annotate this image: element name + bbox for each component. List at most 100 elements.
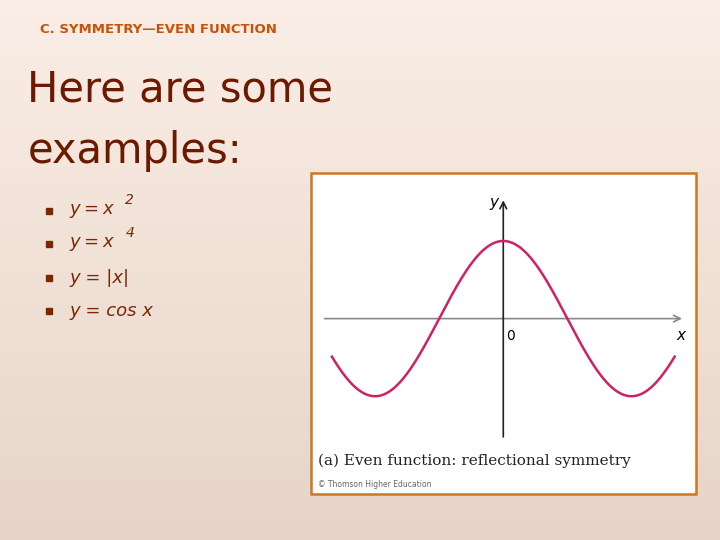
Bar [0,38,720,43]
Bar [0,248,720,254]
Bar [0,491,720,497]
Bar [0,216,720,221]
Bar [0,421,720,427]
Bar [0,308,720,313]
Bar [0,286,720,292]
Bar [0,232,720,238]
Bar [0,59,720,65]
Bar [0,113,720,119]
Bar [0,27,720,32]
Bar [0,281,720,286]
Bar [0,167,720,173]
Bar [0,184,720,189]
Bar [0,81,720,86]
Bar [0,373,720,378]
Bar [0,270,720,275]
Bar [0,432,720,437]
Bar [0,227,720,232]
Bar [0,205,720,211]
Bar [0,437,720,443]
Text: x: x [676,328,685,343]
Bar [0,524,720,529]
Bar [0,356,720,362]
Bar [0,140,720,146]
Bar [0,108,720,113]
Bar [0,97,720,103]
Bar [0,448,720,454]
Bar [0,221,720,227]
Bar [0,135,720,140]
Bar [0,54,720,59]
Bar [0,389,720,394]
Bar [0,351,720,356]
Bar [0,275,720,281]
Text: y: y [490,194,499,210]
Bar [0,124,720,130]
Bar [0,211,720,216]
Bar [0,427,720,432]
Text: y = cos x: y = cos x [69,302,153,320]
Bar [0,346,720,351]
Bar [0,319,720,324]
Bar [0,11,720,16]
Bar [0,508,720,513]
Bar [0,302,720,308]
Text: 2: 2 [125,193,134,207]
Bar [0,394,720,400]
Bar [0,535,720,540]
Bar [0,65,720,70]
Text: $y = x$: $y = x$ [69,201,115,220]
Bar [0,459,720,464]
Bar [0,254,720,259]
Bar [0,454,720,459]
Bar [0,162,720,167]
Text: (a) Even function: reflectional symmetry: (a) Even function: reflectional symmetry [318,454,631,468]
Bar [0,297,720,302]
Bar [0,518,720,524]
Bar [0,43,720,49]
Bar [0,32,720,38]
Bar [0,324,720,329]
Bar [0,329,720,335]
Bar [0,513,720,518]
Bar [0,49,720,54]
Bar [0,243,720,248]
Bar [0,464,720,470]
Bar [0,103,720,108]
Bar [0,335,720,340]
Bar [0,130,720,135]
Bar [0,189,720,194]
Bar [0,367,720,373]
Bar [0,16,720,22]
Bar [0,400,720,405]
Bar [0,416,720,421]
Bar [0,313,720,319]
Text: © Thomson Higher Education: © Thomson Higher Education [318,480,432,489]
Bar [0,497,720,502]
Text: 0: 0 [506,329,515,343]
Text: $y = x$: $y = x$ [69,235,115,253]
Bar [0,151,720,157]
Bar [0,383,720,389]
Text: y = |x|: y = |x| [69,268,130,287]
Bar [0,259,720,265]
Bar [0,119,720,124]
FancyBboxPatch shape [311,173,696,494]
Text: examples:: examples: [27,130,242,172]
Bar [0,22,720,27]
Bar [0,178,720,184]
Bar [0,405,720,410]
Bar [0,5,720,11]
Bar [0,292,720,297]
Bar [0,502,720,508]
Bar [0,194,720,200]
Bar [0,378,720,383]
Bar [0,340,720,346]
Bar [0,265,720,270]
Text: C. SYMMETRY—EVEN FUNCTION: C. SYMMETRY—EVEN FUNCTION [40,23,276,36]
Bar [0,481,720,486]
Bar [0,486,720,491]
Bar [0,362,720,367]
Bar [0,410,720,416]
Bar [0,443,720,448]
